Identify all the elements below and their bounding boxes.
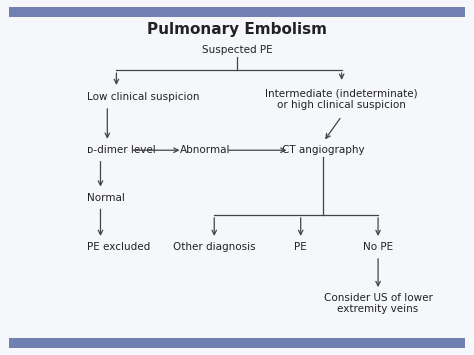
Text: No PE: No PE: [363, 242, 393, 252]
Text: Intermediate (indeterminate)
or high clinical suspicion: Intermediate (indeterminate) or high cli…: [265, 88, 418, 110]
Text: Normal: Normal: [87, 193, 125, 203]
Text: Abnormal: Abnormal: [180, 145, 230, 155]
Text: PE: PE: [294, 242, 307, 252]
Text: PE excluded: PE excluded: [87, 242, 150, 252]
Text: ᴅ-dimer level: ᴅ-dimer level: [87, 145, 155, 155]
Text: Suspected PE: Suspected PE: [202, 45, 272, 55]
Text: Consider US of lower
extremity veins: Consider US of lower extremity veins: [324, 293, 432, 315]
Bar: [9, 338, 465, 348]
Text: Pulmonary Embolism: Pulmonary Embolism: [147, 22, 327, 37]
Text: Other diagnosis: Other diagnosis: [173, 242, 255, 252]
Text: Low clinical suspicion: Low clinical suspicion: [87, 92, 200, 102]
Bar: [9, 7, 465, 17]
Text: CT angiography: CT angiography: [282, 145, 365, 155]
